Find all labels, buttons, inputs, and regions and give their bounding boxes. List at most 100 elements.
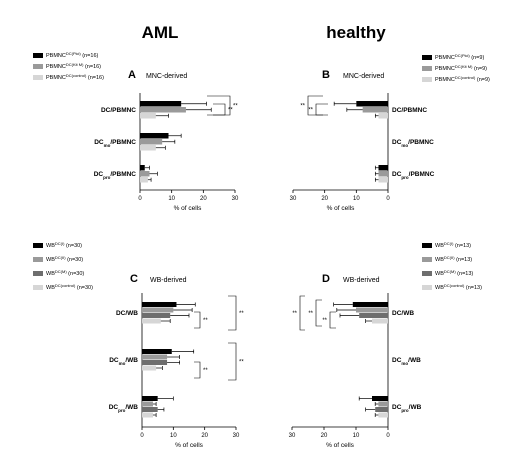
panel-d-category-label-1: DCmo/WB bbox=[392, 357, 421, 366]
panel-d-significance-label-1: ** bbox=[322, 318, 327, 324]
panel-c-significance-label-0: ** bbox=[239, 311, 244, 317]
panel-c-legend-swatch-2 bbox=[33, 271, 43, 276]
panel-c-category-label-2: DCpro/WB bbox=[109, 404, 139, 413]
panel-d-x-tick-label: 20 bbox=[321, 433, 328, 439]
panel-a-bar-0-0 bbox=[140, 101, 182, 107]
panel-b-significance-bracket-0 bbox=[307, 95, 323, 116]
panel-c-bar-1-3 bbox=[142, 365, 157, 371]
panel-d-title: WB-derived bbox=[343, 277, 380, 284]
panel-b-bar-0-0 bbox=[356, 101, 388, 107]
panel-c-significance-bracket-0 bbox=[228, 295, 237, 331]
panel-c-significance-bracket-2 bbox=[228, 342, 237, 381]
panel-c-bar-2-1 bbox=[142, 401, 153, 407]
panel-d-bar-2-1 bbox=[378, 401, 388, 407]
panel-c-category-label-1: DCmo/WB bbox=[109, 357, 138, 366]
panel-b-legend-label-1: PBMNCDC(Kit M) (n=9) bbox=[435, 64, 487, 73]
panel-d-legend-swatch-3 bbox=[422, 285, 432, 290]
panel-c-title: WB-derived bbox=[150, 277, 187, 284]
panel-b-bar-0-1 bbox=[362, 107, 388, 113]
panel-d-legend-swatch-2 bbox=[422, 271, 432, 276]
panel-d-legend-swatch-0 bbox=[422, 243, 432, 248]
panel-b-bar-2-2 bbox=[378, 177, 388, 183]
panel-d-significance-bracket-2 bbox=[315, 299, 322, 327]
panel-a-bar-1-1 bbox=[140, 139, 163, 145]
panel-c-bar-2-0 bbox=[142, 396, 158, 401]
panel-c-legend-swatch-1 bbox=[33, 257, 43, 262]
panel-c-legend-label-3: WBDC(control) (n=30) bbox=[46, 283, 93, 292]
panel-a-letter: A bbox=[128, 69, 136, 81]
panel-c-bar-2-3 bbox=[142, 412, 153, 418]
panel-a-legend-label-1: PBMNCDC(Kit M) (n=16) bbox=[46, 62, 101, 71]
panel-c-bar-0-3 bbox=[142, 318, 161, 324]
panel-d-bar-2-3 bbox=[378, 412, 388, 418]
panel-b-significance-bracket-1 bbox=[315, 103, 328, 116]
panel-c-x-tick-label: 30 bbox=[233, 433, 240, 439]
panel-d-letter: D bbox=[322, 273, 330, 285]
panel-d-legend-label-3: WBDC(control) (n=13) bbox=[435, 283, 482, 292]
panel-c-bar-0-2 bbox=[142, 313, 171, 318]
panel-b-bar-2-1 bbox=[378, 171, 388, 177]
panel-a-x-tick-label: 20 bbox=[200, 196, 207, 202]
panel-a-bar-1-0 bbox=[140, 133, 169, 139]
panel-a-significance-bracket-0 bbox=[207, 95, 231, 116]
panel-b-bar-0-2 bbox=[378, 113, 388, 119]
panel-a-legend-label-2: PBMNCDC(control) (n=16) bbox=[46, 73, 104, 82]
panel-d-category-label-0: DC/WB bbox=[392, 310, 414, 317]
header-aml: AML bbox=[142, 23, 179, 42]
panel-b-x-tick-label: 0 bbox=[386, 196, 390, 202]
panel-d-x-tick-label: 10 bbox=[353, 433, 360, 439]
panel-c-significance-label-3: ** bbox=[203, 368, 208, 374]
panel-a-category-label-2: DCpro/PBMNC bbox=[94, 171, 137, 180]
panel-a-category-label-1: DCmo/PBMNC bbox=[94, 139, 136, 148]
panel-a-significance-label-0: ** bbox=[233, 104, 238, 110]
panel-d-category-label-2: DCpro/WB bbox=[392, 404, 422, 413]
panel-c-legend-label-2: WBDC(M) (n=30) bbox=[46, 269, 84, 278]
panel-a-x-tick-label: 30 bbox=[232, 196, 239, 202]
panel-d-significance-bracket-1 bbox=[329, 311, 336, 329]
panel-c-category-label-0: DC/WB bbox=[116, 310, 138, 317]
panel-b-x-tick-label: 10 bbox=[353, 196, 360, 202]
panel-b-letter: B bbox=[322, 69, 330, 81]
panel-d-significance-label-0: ** bbox=[292, 311, 297, 317]
panel-a-legend-label-0: PBMNCDC(Pici) (n=16) bbox=[46, 51, 99, 60]
panel-d-bar-0-3 bbox=[372, 318, 388, 324]
panel-c-x-axis-label: % of cells bbox=[175, 442, 204, 449]
panel-a-x-axis-label: % of cells bbox=[174, 205, 203, 212]
panel-b-category-label-1: DCmo/PBMNC bbox=[392, 139, 434, 148]
panel-c-legend-swatch-3 bbox=[33, 285, 43, 290]
panel-d-x-tick-label: 30 bbox=[289, 433, 296, 439]
panel-a-significance-label-1: ** bbox=[228, 108, 233, 114]
panel-b-significance-label-1: ** bbox=[308, 108, 313, 114]
panel-c-significance-label-2: ** bbox=[239, 360, 244, 366]
panel-b-legend-swatch-1 bbox=[422, 66, 432, 71]
panel-c-bar-1-0 bbox=[142, 349, 172, 354]
panel-c-significance-label-1: ** bbox=[203, 318, 208, 324]
panel-b-legend-label-2: PBMNCDC(control) (n=9) bbox=[435, 75, 490, 84]
panel-b-legend-label-0: PBMNCDC(Pici) (n=9) bbox=[435, 53, 484, 62]
panel-d-legend-label-2: WBDC(M) (n=13) bbox=[435, 269, 473, 278]
panel-c-significance-bracket-3 bbox=[194, 361, 201, 379]
panel-a-x-tick-label: 10 bbox=[168, 196, 175, 202]
panel-b-legend-swatch-2 bbox=[422, 77, 432, 82]
panel-d-x-tick-label: 0 bbox=[386, 433, 390, 439]
panel-b-bar-2-0 bbox=[378, 165, 388, 171]
panel-b-category-label-0: DC/PBMNC bbox=[392, 107, 427, 114]
header-healthy: healthy bbox=[326, 23, 386, 42]
panel-c-bar-0-1 bbox=[142, 307, 174, 313]
panel-a-bar-2-0 bbox=[140, 165, 145, 171]
panel-a-bar-0-2 bbox=[140, 113, 156, 119]
panel-d-legend-swatch-1 bbox=[422, 257, 432, 262]
panel-a-legend-swatch-0 bbox=[33, 53, 43, 58]
panel-a-x-tick-label: 0 bbox=[138, 196, 142, 202]
panel-c-legend-label-1: WBDC(II) (n=30) bbox=[46, 255, 83, 264]
panel-c-bar-2-2 bbox=[142, 407, 158, 412]
panel-c-x-tick-label: 10 bbox=[170, 433, 177, 439]
panel-a-legend-swatch-2 bbox=[33, 75, 43, 80]
panel-c-bar-1-2 bbox=[142, 360, 168, 365]
panel-b-x-tick-label: 20 bbox=[321, 196, 328, 202]
panel-d-bar-2-2 bbox=[375, 407, 388, 412]
panel-d-x-axis-label: % of cells bbox=[326, 442, 355, 449]
panel-c-significance-bracket-1 bbox=[194, 311, 201, 329]
panel-d-significance-label-2: ** bbox=[308, 311, 313, 317]
